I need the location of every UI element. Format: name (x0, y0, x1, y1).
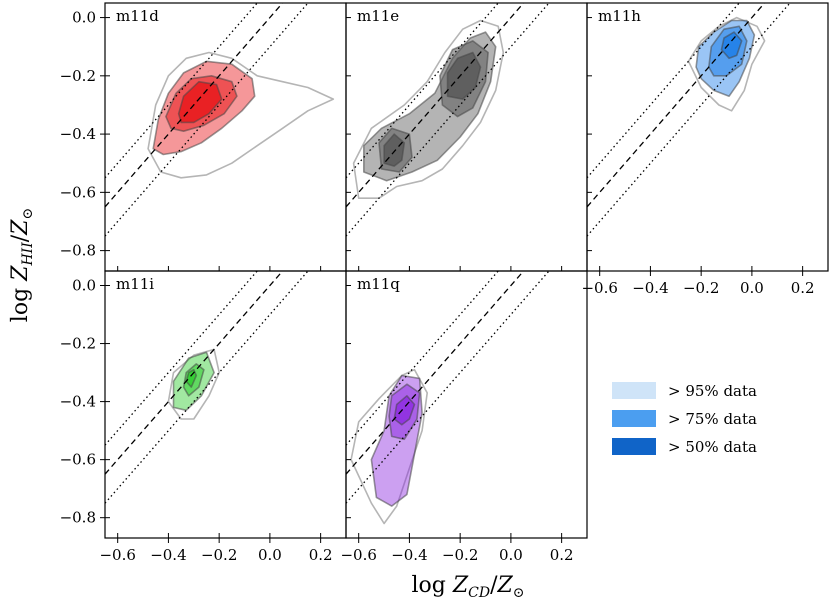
dashed-reference-line (587, 3, 766, 208)
panel-plot-area (346, 271, 550, 525)
x-tick-label: −0.4 (391, 546, 427, 564)
x-tick-label: −0.2 (683, 279, 719, 297)
contour-50 (185, 368, 198, 388)
legend-swatch (612, 410, 656, 427)
panel-label-m11i: m11i (116, 275, 154, 293)
panel-label-m11d: m11d (116, 7, 159, 25)
y-tick-label: −0.2 (60, 335, 96, 353)
panel-plot-area (105, 3, 335, 237)
x-tick-label: −0.2 (442, 546, 478, 564)
panel-plot-area (105, 271, 309, 504)
x-axis-label: log ZCD/Z⊙ (411, 573, 524, 600)
dotted-reference-line (105, 271, 309, 504)
x-tick-label: −0.2 (201, 546, 237, 564)
legend-swatch (612, 382, 656, 399)
x-tick-label: −0.6 (581, 279, 617, 297)
panel-m11e: m11e (345, 2, 588, 272)
panel-plot-area (587, 3, 791, 237)
legend-swatch (612, 438, 656, 455)
dotted-reference-line (587, 3, 741, 179)
contour-outer (167, 348, 220, 420)
y-tick-label: −0.4 (60, 393, 96, 411)
x-tick-label: −0.6 (340, 546, 376, 564)
panel-label-m11q: m11q (357, 275, 400, 293)
y-tick-label: −0.8 (60, 509, 96, 527)
contour-50b (446, 51, 482, 100)
y-tick-label: −0.6 (60, 183, 96, 201)
x-tick-label: 0.0 (499, 546, 523, 564)
y-tick-label: −0.2 (60, 67, 96, 85)
panel-m11q: m11q −0.6 −0.4 −0.2 0.0 0.2 (340, 270, 588, 564)
x-tick-label: 0.0 (740, 279, 764, 297)
dashed-reference-line (346, 3, 525, 208)
panel-label-m11h: m11h (598, 7, 641, 25)
legend-entry-label: > 50% data (668, 438, 757, 456)
x-tick-label: −0.4 (150, 546, 186, 564)
contour-outer (147, 51, 335, 179)
y-tick-label: −0.4 (60, 125, 96, 143)
x-tick-label: 0.2 (309, 546, 333, 564)
panel-m11i: m11i 0.0 −0.2 −0.4 −0.6 −0.8 −0.6 −0.4 −0.2 0.0 0.… (60, 270, 347, 564)
x-tick-label: 0.0 (258, 546, 282, 564)
y-axis-label: log ZHII/Z⊙ (8, 208, 36, 322)
contour-outer (687, 16, 766, 112)
y-tick-label: −0.6 (60, 451, 96, 469)
contour-outer (350, 368, 429, 525)
contour-50 (720, 31, 743, 60)
dotted-reference-line (346, 271, 550, 504)
x-tick-label: 0.2 (550, 546, 574, 564)
contour-50 (177, 80, 223, 124)
x-tick-label: 0.2 (791, 279, 815, 297)
y-tick-label: −0.8 (60, 242, 96, 260)
x-tick-label: −0.6 (99, 546, 135, 564)
dotted-reference-line (346, 271, 500, 446)
dashed-reference-line (105, 271, 284, 475)
contour-outer (352, 19, 505, 199)
legend-entry-label: > 95% data (668, 382, 757, 400)
contour-50 (393, 394, 416, 426)
panel-frame (345, 270, 588, 539)
dashed-reference-line (346, 271, 525, 475)
panel-plot-area (346, 3, 550, 237)
legend-entry-label: > 75% data (668, 410, 757, 428)
dashed-reference-line (105, 3, 284, 208)
legend: > 95% data > 75% data > 50% data (612, 382, 757, 456)
dotted-reference-line (105, 271, 259, 446)
y-tick-label: 0.0 (72, 277, 96, 295)
panel-m11h: m11h −0.6 −0.4 −0.2 0.0 0.2 (581, 2, 829, 297)
y-tick-label: 0.0 (72, 9, 96, 27)
panel-frame (586, 2, 829, 272)
x-tick-label: −0.4 (632, 279, 668, 297)
panel-m11d: m11d 0.0 −0.2 −0.4 −0.6 −0.8 (60, 2, 347, 272)
panel-label-m11e: m11e (357, 7, 399, 25)
